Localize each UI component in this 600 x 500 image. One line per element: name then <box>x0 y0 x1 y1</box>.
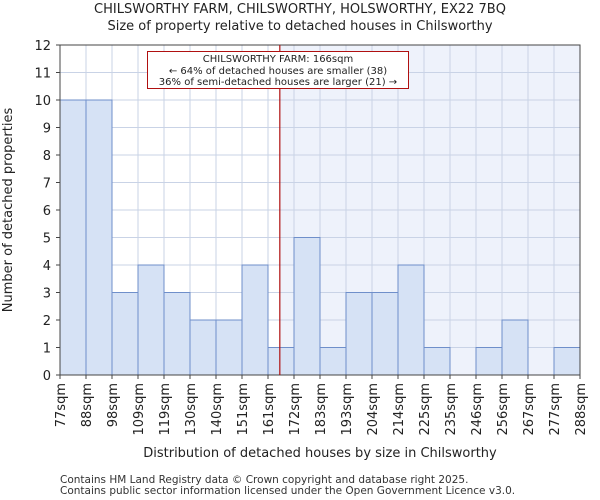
y-tick-label: 4 <box>43 259 51 274</box>
bar <box>553 347 581 376</box>
y-tick-label: 8 <box>43 149 51 164</box>
y-tick-label: 5 <box>43 232 51 247</box>
x-tick-label: 151sqm <box>236 383 251 436</box>
bar <box>319 347 347 376</box>
x-tick-label: 256sqm <box>496 383 511 436</box>
bar <box>215 319 243 376</box>
x-tick-label: 130sqm <box>184 383 199 436</box>
x-tick-label: 214sqm <box>392 383 407 436</box>
y-tick-label: 10 <box>34 94 51 109</box>
footer-copyright: Contains HM Land Registry data © Crown c… <box>60 474 469 486</box>
footer-licence: Contains public sector information licen… <box>60 485 516 497</box>
y-tick-label: 6 <box>43 204 51 219</box>
y-tick-label: 2 <box>43 314 51 329</box>
annotation-line-1: CHILSWORTHY FARM: 166sqm <box>202 54 354 65</box>
bar <box>137 264 165 376</box>
bar <box>163 292 191 376</box>
x-axis-label: Distribution of detached houses by size … <box>143 446 497 461</box>
chart-subtitle: Size of property relative to detached ho… <box>107 19 493 34</box>
x-tick-label: 183sqm <box>314 383 329 436</box>
bar <box>371 292 399 376</box>
y-axis-label: Number of detached properties <box>1 108 16 313</box>
annotation-line-3: 36% of semi-detached houses are larger (… <box>158 77 398 88</box>
bar <box>189 319 217 376</box>
bar <box>241 264 269 376</box>
bar <box>397 264 425 376</box>
x-tick-label: 235sqm <box>444 383 459 436</box>
x-tick-label: 225sqm <box>418 383 433 436</box>
x-tick-label: 246sqm <box>470 383 485 436</box>
x-tick-label: 77sqm <box>54 383 69 427</box>
x-tick-label: 288sqm <box>574 383 589 436</box>
x-tick-label: 204sqm <box>366 383 381 436</box>
annotation-line-2: ← 64% of detached houses are smaller (38… <box>168 65 388 77</box>
y-tick-label: 11 <box>34 67 51 82</box>
bar <box>85 99 113 376</box>
x-tick-label: 161sqm <box>262 383 277 436</box>
bar <box>501 319 529 376</box>
bar <box>293 237 321 376</box>
bar <box>111 292 139 376</box>
y-tick-label: 9 <box>43 122 51 137</box>
y-tick-label: 0 <box>43 369 51 384</box>
bar <box>475 347 503 376</box>
x-tick-label: 193sqm <box>340 383 355 436</box>
x-tick-label: 98sqm <box>106 383 121 427</box>
y-tick-label: 3 <box>43 287 51 302</box>
x-tick-label: 277sqm <box>548 383 563 436</box>
y-tick-label: 7 <box>43 177 51 192</box>
x-tick-label: 88sqm <box>80 383 95 427</box>
bar <box>59 99 87 376</box>
x-tick-label: 267sqm <box>522 383 537 436</box>
x-tick-label: 119sqm <box>158 383 173 436</box>
x-tick-label: 172sqm <box>288 383 303 436</box>
property-annotation: CHILSWORTHY FARM: 166sqm ← 64% of detach… <box>147 51 409 89</box>
y-tick-label: 12 <box>34 39 51 54</box>
chart-title: CHILSWORTHY FARM, CHILSWORTHY, HOLSWORTH… <box>94 2 506 17</box>
x-tick-label: 140sqm <box>210 383 225 436</box>
bar <box>345 292 373 376</box>
x-tick-label: 109sqm <box>132 383 147 436</box>
y-tick-label: 1 <box>43 342 51 357</box>
bar <box>423 347 451 376</box>
bar <box>267 347 295 376</box>
